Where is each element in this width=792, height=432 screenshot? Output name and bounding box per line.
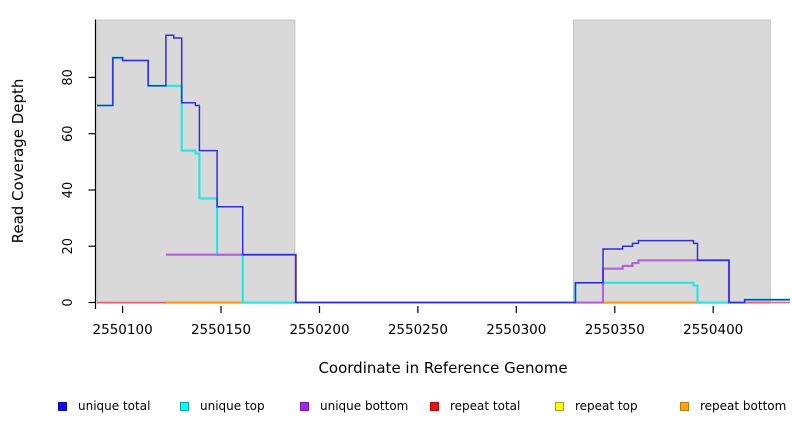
y-tick-label-20: 20 (61, 238, 76, 255)
series-unique-total (97, 34, 790, 304)
x-axis-title: Coordinate in Reference Genome (318, 359, 567, 377)
y-tick-label-60: 60 (61, 125, 76, 142)
left-gray-region (96, 19, 296, 304)
x-tick-label-2550400: 2550400 (683, 322, 743, 338)
x-tick-label-2550250: 2550250 (388, 322, 448, 338)
y-tick-label-80: 80 (61, 69, 76, 86)
shaded-regions (96, 19, 771, 304)
y-axis-title: Read Coverage Depth (9, 79, 27, 244)
x-tick-label-2550200: 2550200 (289, 322, 349, 338)
axes: 0 20 40 60 80 2550100 2550150 2550200 2550250 255… (61, 19, 743, 338)
x-tick-label-2550350: 2550350 (585, 322, 645, 338)
y-tick-label-40: 40 (61, 182, 76, 199)
x-tick-label-2550100: 2550100 (93, 322, 153, 338)
right-gray-region (572, 19, 771, 304)
x-tick-label-2550150: 2550150 (191, 322, 251, 338)
x-tick-label-2550300: 2550300 (486, 322, 546, 338)
series-lines (97, 34, 790, 304)
y-tick-label-0: 0 (61, 298, 76, 306)
